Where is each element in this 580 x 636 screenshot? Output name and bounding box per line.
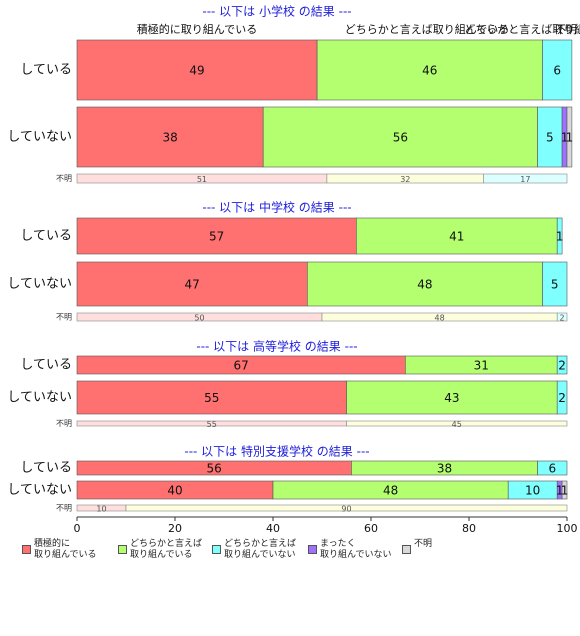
value-label: 6 — [548, 462, 556, 476]
panel-title: --- 以下は 特別支援学校 の結果 --- — [184, 444, 369, 459]
value-label: 38 — [437, 462, 452, 476]
category-label: していない — [7, 390, 72, 405]
unknown-value-label: 10 — [96, 505, 106, 514]
legend-label: まったく 取り組んでいない — [320, 539, 392, 560]
bar-segment — [306, 261, 543, 307]
unknown-value-label: 48 — [435, 314, 445, 323]
unknown-value-label: 32 — [400, 175, 410, 184]
unknown-value-label: 55 — [207, 420, 217, 429]
value-label: 56 — [393, 131, 408, 145]
bar-segment — [76, 106, 264, 168]
category-label: している — [20, 63, 72, 78]
value-label: 47 — [185, 278, 200, 292]
value-label: 1 — [556, 230, 564, 244]
value-label: 40 — [167, 484, 182, 498]
x-tick-label: 80 — [462, 522, 476, 535]
bar-segment — [542, 39, 573, 101]
value-label: 31 — [474, 359, 489, 373]
unknown-value-label: 2 — [560, 314, 565, 323]
panel-title: --- 以下は 高等学校 の結果 --- — [196, 339, 357, 354]
legend-label: 積極的に 取り組んでいる — [34, 539, 97, 560]
unknown-segment — [556, 312, 568, 322]
legend-label: どちらかと言えば 取り組んでいる — [130, 539, 203, 560]
unknown-segment — [346, 420, 568, 427]
bar-segment — [561, 480, 568, 500]
category-label: していない — [7, 130, 72, 145]
bar-segment — [76, 217, 357, 255]
unknown-label: 不明 — [56, 504, 72, 513]
x-tick-label: 20 — [168, 522, 182, 535]
legend-label: どちらかと言えば 取り組んでいない — [224, 539, 297, 560]
bar-segment — [76, 380, 347, 415]
x-tick-label: 0 — [74, 522, 81, 535]
column-header: 積極的に取り組んでいる — [137, 22, 257, 36]
value-label: 67 — [234, 359, 249, 373]
value-label: 10 — [525, 484, 540, 498]
legend-label: 不明 — [414, 539, 433, 549]
category-label: している — [20, 358, 72, 373]
value-label: 1 — [556, 484, 564, 498]
value-label: 43 — [444, 391, 459, 405]
unknown-value-label: 17 — [520, 175, 530, 184]
unknown-value-label: 45 — [452, 420, 462, 429]
bar-segment — [76, 261, 308, 307]
value-label: 1 — [561, 484, 569, 498]
legend-swatch — [402, 545, 411, 554]
legend-swatch — [212, 545, 221, 554]
value-label: 6 — [553, 64, 561, 78]
unknown-label: 不明 — [56, 419, 72, 428]
column-header: 不明 — [555, 23, 577, 36]
bar-segment — [76, 39, 318, 101]
panel-title: --- 以下は 小学校 の結果 --- — [202, 4, 351, 19]
unknown-label: 不明 — [56, 313, 72, 322]
x-tick-label: 40 — [266, 522, 280, 535]
value-label: 56 — [207, 462, 222, 476]
value-label: 38 — [162, 131, 177, 145]
unknown-value-label: 51 — [197, 175, 207, 184]
value-label: 55 — [204, 391, 219, 405]
unknown-label: 不明 — [56, 174, 72, 183]
panel-title: --- 以下は 中学校 の結果 --- — [202, 200, 351, 215]
category-label: していない — [7, 483, 72, 498]
bar-segment — [542, 261, 568, 307]
legend-swatch — [22, 545, 31, 554]
bar-segment — [556, 380, 568, 415]
value-label: 48 — [383, 484, 398, 498]
value-label: 5 — [546, 131, 554, 145]
x-tick-label: 100 — [557, 522, 578, 535]
bar-segment — [537, 106, 563, 168]
category-label: している — [20, 229, 72, 244]
value-label: 1 — [566, 131, 574, 145]
category-label: していない — [7, 277, 72, 292]
value-label: 46 — [422, 64, 437, 78]
bar-segment — [316, 39, 543, 101]
unknown-value-label: 90 — [341, 505, 351, 514]
bar-segment — [566, 106, 573, 168]
value-label: 5 — [551, 278, 559, 292]
value-label: 49 — [189, 64, 204, 78]
unknown-value-label: 50 — [194, 314, 204, 323]
bar-segment — [556, 355, 568, 375]
legend-swatch — [308, 545, 317, 554]
value-label: 57 — [209, 230, 224, 244]
bar-segment — [556, 217, 563, 255]
unknown-segment — [125, 504, 568, 512]
value-label: 48 — [417, 278, 432, 292]
x-tick-label: 60 — [364, 522, 378, 535]
value-label: 2 — [558, 359, 566, 373]
legend-swatch — [118, 545, 127, 554]
unknown-segment — [483, 173, 568, 184]
category-label: している — [20, 461, 72, 476]
bar-segment — [537, 460, 568, 476]
value-label: 1 — [561, 131, 569, 145]
value-label: 41 — [449, 230, 464, 244]
value-label: 2 — [558, 391, 566, 405]
column-header: どちらかと言えば取り組んでいる — [345, 23, 509, 36]
